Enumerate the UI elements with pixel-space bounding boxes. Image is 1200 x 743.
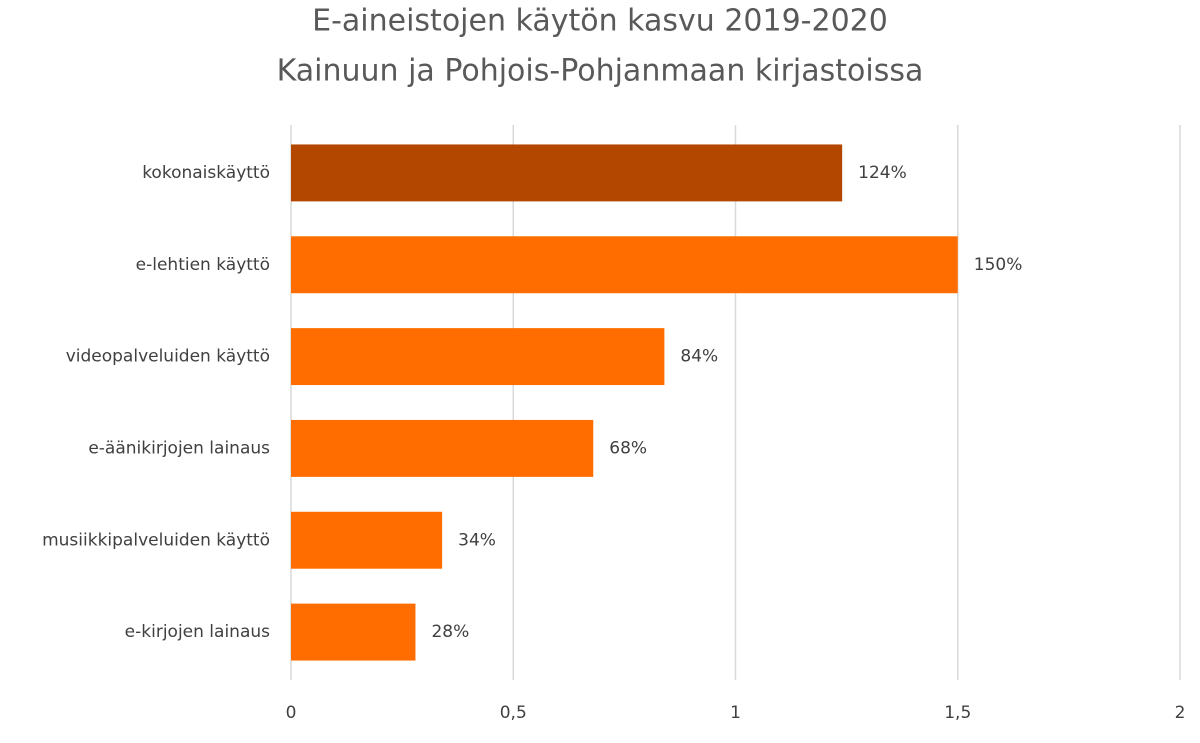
category-label: e-kirjojen lainaus	[125, 622, 270, 642]
value-label: 28%	[431, 622, 469, 642]
x-tick-label: 1	[730, 703, 741, 723]
bar	[291, 419, 594, 477]
chart-title: E-aineistojen käytön kasvu 2019-2020	[312, 4, 888, 39]
value-label: 34%	[458, 530, 496, 550]
category-label: e-äänikirjojen lainaus	[88, 438, 270, 458]
bar	[291, 144, 843, 202]
category-label: e-lehtien käyttö	[136, 255, 270, 275]
x-tick-label: 2	[1175, 703, 1186, 723]
x-tick-label: 0	[286, 703, 297, 723]
bar	[291, 511, 443, 569]
x-tick-label: 0,5	[500, 703, 527, 723]
value-label: 150%	[974, 255, 1023, 275]
value-label: 84%	[680, 347, 718, 367]
value-label: 68%	[609, 438, 647, 458]
category-label: videopalveluiden käyttö	[66, 347, 270, 367]
bar	[291, 603, 416, 661]
bar	[291, 236, 958, 294]
category-label: musiikkipalveluiden käyttö	[42, 530, 270, 550]
bar	[291, 328, 665, 386]
x-tick-label: 1,5	[944, 703, 971, 723]
chart-subtitle: Kainuun ja Pohjois-Pohjanmaan kirjastois…	[277, 54, 924, 89]
value-label: 124%	[858, 163, 907, 183]
category-label: kokonaiskäyttö	[142, 163, 270, 183]
